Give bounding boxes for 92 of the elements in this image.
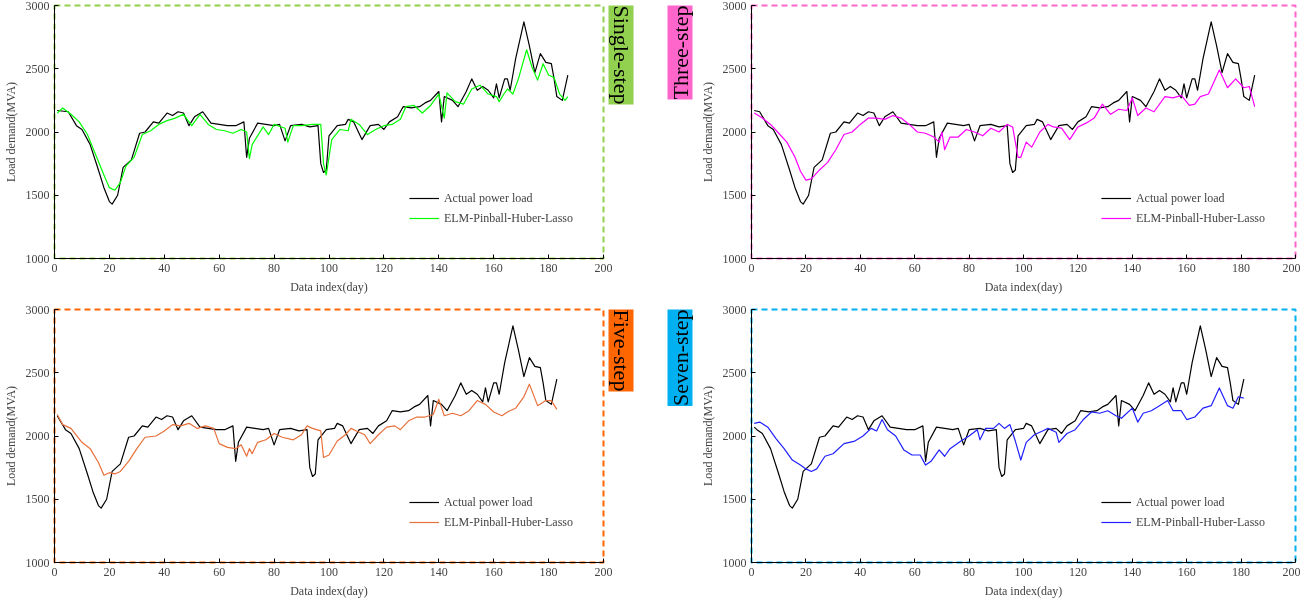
x-tick-label: 140 bbox=[429, 564, 448, 579]
y-axis-title: Load demand(MVA) bbox=[3, 385, 18, 487]
y-tick-label: 2500 bbox=[25, 61, 50, 76]
line-series bbox=[753, 325, 1245, 509]
y-tick-label: 2000 bbox=[722, 125, 747, 139]
y-tick-label: 1000 bbox=[722, 251, 747, 266]
x-axis-title: Data index(day) bbox=[290, 583, 368, 598]
line-series bbox=[56, 383, 558, 476]
y-tick-label: 2000 bbox=[722, 429, 747, 443]
line-series bbox=[753, 21, 1256, 205]
x-tick-label: 200 bbox=[594, 564, 613, 579]
y-tick-label: 1000 bbox=[722, 555, 747, 570]
x-tick-label: 0 bbox=[748, 564, 755, 579]
y-tick-label: 1000 bbox=[25, 251, 50, 266]
x-tick-label: 60 bbox=[908, 260, 921, 275]
y-tick-label: 2500 bbox=[722, 365, 747, 380]
x-tick-label: 140 bbox=[1123, 564, 1142, 579]
y-tick-label: 3000 bbox=[722, 302, 747, 317]
legend-label: Actual power load bbox=[1135, 494, 1225, 510]
text: Five-step bbox=[608, 309, 634, 392]
x-tick-label: 160 bbox=[1177, 260, 1196, 275]
x-tick-label: 40 bbox=[854, 564, 867, 579]
x-tick-label: 200 bbox=[1282, 564, 1301, 579]
y-tick-label: 1500 bbox=[25, 188, 50, 203]
x-tick-label: 100 bbox=[320, 564, 338, 579]
legend-label: Actual power load bbox=[443, 190, 533, 206]
legend-label: Actual power load bbox=[443, 494, 533, 510]
x-tick-label: 160 bbox=[1177, 564, 1196, 579]
x-tick-label: 80 bbox=[963, 260, 976, 275]
x-tick-label: 60 bbox=[213, 260, 226, 275]
y-axis-title: Load demand(MVA) bbox=[700, 81, 715, 183]
x-tick-label: 180 bbox=[539, 564, 558, 579]
x-tick-label: 40 bbox=[158, 260, 171, 275]
x-tick-label: 20 bbox=[103, 260, 116, 275]
x-tick-label: 0 bbox=[51, 564, 58, 579]
x-tick-label: 100 bbox=[320, 260, 338, 275]
y-tick-label: 2000 bbox=[25, 429, 50, 443]
x-tick-label: 100 bbox=[1014, 260, 1033, 275]
y-axis-title: Load demand(MVA) bbox=[3, 81, 18, 183]
x-tick-label: 100 bbox=[1014, 564, 1033, 579]
legend-label: ELM-Pinball-Huber-Lasso bbox=[443, 210, 573, 226]
y-tick-label: 2500 bbox=[722, 61, 747, 76]
x-tick-label: 40 bbox=[158, 564, 171, 579]
y-tick-label: 1500 bbox=[25, 492, 50, 507]
x-tick-label: 60 bbox=[908, 564, 921, 579]
text: Three-step bbox=[667, 5, 693, 100]
x-axis-title: Data index(day) bbox=[984, 583, 1063, 598]
y-tick-label: 2500 bbox=[25, 365, 50, 380]
text: Seven-step bbox=[667, 309, 693, 407]
line-series bbox=[56, 21, 569, 205]
x-tick-label: 20 bbox=[103, 564, 116, 579]
x-tick-label: 200 bbox=[1282, 260, 1301, 275]
line-series bbox=[56, 49, 569, 191]
x-tick-label: 40 bbox=[854, 260, 867, 275]
x-axis-title: Data index(day) bbox=[984, 279, 1063, 294]
x-tick-label: 120 bbox=[1068, 564, 1087, 579]
x-tick-label: 160 bbox=[484, 260, 503, 275]
y-tick-label: 3000 bbox=[25, 0, 50, 13]
line-series bbox=[56, 325, 558, 509]
y-axis-title: Load demand(MVA) bbox=[700, 385, 715, 487]
legend-label: ELM-Pinball-Huber-Lasso bbox=[1135, 514, 1265, 530]
x-tick-label: 20 bbox=[799, 564, 812, 579]
y-tick-label: 2000 bbox=[25, 125, 50, 139]
line-series bbox=[753, 69, 1256, 181]
y-tick-label: 1500 bbox=[722, 492, 747, 507]
x-tick-label: 80 bbox=[268, 564, 281, 579]
x-tick-label: 120 bbox=[374, 564, 393, 579]
legend-label: ELM-Pinball-Huber-Lasso bbox=[1135, 210, 1265, 226]
x-tick-label: 140 bbox=[1123, 260, 1142, 275]
x-tick-label: 20 bbox=[799, 260, 812, 275]
x-tick-label: 140 bbox=[429, 260, 448, 275]
legend-label: Actual power load bbox=[1135, 190, 1225, 206]
x-tick-label: 80 bbox=[268, 260, 281, 275]
x-tick-label: 180 bbox=[1232, 564, 1251, 579]
text: Single-step bbox=[608, 5, 634, 105]
y-tick-label: 1000 bbox=[25, 555, 50, 570]
y-tick-label: 3000 bbox=[25, 302, 50, 317]
x-axis-title: Data index(day) bbox=[290, 279, 368, 294]
x-tick-label: 0 bbox=[51, 260, 58, 275]
x-tick-label: 180 bbox=[539, 260, 558, 275]
line-series bbox=[753, 387, 1245, 473]
x-tick-label: 180 bbox=[1232, 260, 1251, 275]
legend-label: ELM-Pinball-Huber-Lasso bbox=[443, 514, 573, 530]
x-tick-label: 120 bbox=[374, 260, 393, 275]
x-tick-label: 80 bbox=[963, 564, 976, 579]
x-tick-label: 200 bbox=[594, 260, 613, 275]
x-tick-label: 0 bbox=[748, 260, 755, 275]
x-tick-label: 160 bbox=[484, 564, 503, 579]
y-tick-label: 1500 bbox=[722, 188, 747, 203]
x-tick-label: 60 bbox=[213, 564, 226, 579]
x-tick-label: 120 bbox=[1068, 260, 1087, 275]
y-tick-label: 3000 bbox=[722, 0, 747, 13]
